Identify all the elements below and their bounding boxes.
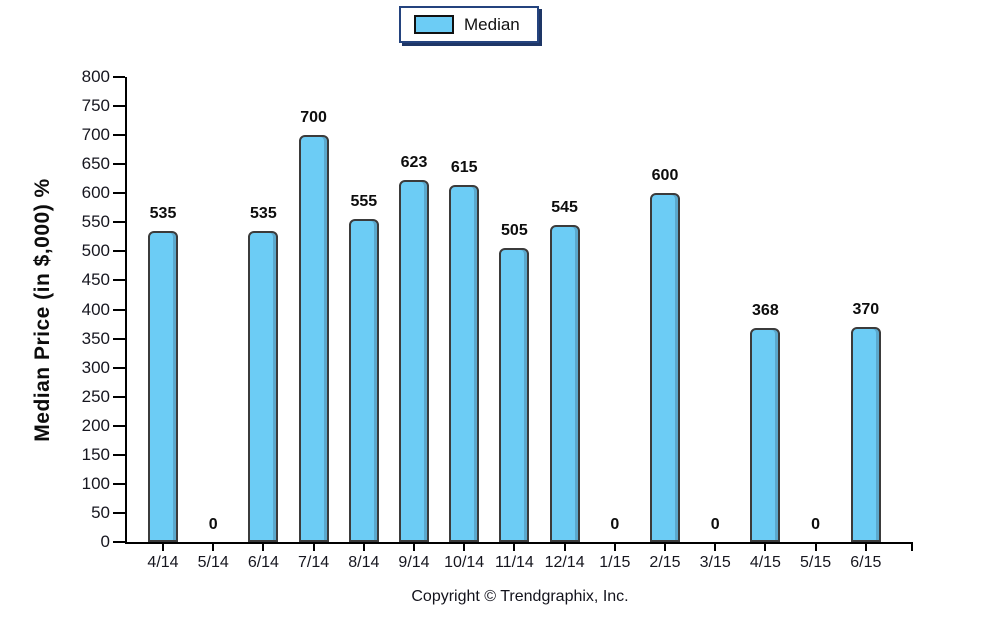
y-axis-tick-label: 550 (81, 212, 110, 232)
x-axis-tick-label: 9/14 (398, 554, 430, 571)
y-axis-tick (113, 163, 125, 166)
y-axis-tick-label: 350 (81, 328, 110, 348)
bar-value-label-3/15: 0 (710, 516, 720, 533)
legend: Median (399, 6, 539, 43)
x-axis-tick-label: 8/14 (348, 554, 380, 571)
bar-9/14 (399, 180, 429, 542)
y-axis-tick-label: 50 (91, 502, 110, 522)
bar-value-label-5/15: 0 (811, 516, 821, 533)
bar-4/15 (750, 328, 781, 542)
x-axis-tick (864, 544, 867, 551)
y-axis-tick (113, 541, 125, 543)
y-axis-tick (113, 511, 125, 514)
bar-6/15 (850, 327, 881, 542)
y-axis-tick (113, 424, 125, 427)
x-axis-line (125, 542, 913, 544)
bar-value-label-11/14: 505 (501, 222, 528, 239)
x-axis-tick-label: 3/15 (699, 554, 731, 571)
y-axis-tick-label: 300 (81, 357, 110, 377)
bar-2/15 (650, 193, 680, 542)
x-axis-tick-label: 4/15 (749, 554, 781, 571)
bar-value-label-12/14: 545 (551, 199, 578, 216)
bar-value-label-8/14: 555 (350, 193, 378, 210)
bar-value-label-5/14: 0 (208, 516, 218, 533)
x-axis-tick (613, 544, 616, 551)
y-axis-tick (113, 134, 125, 137)
y-axis-tick (113, 105, 125, 108)
y-axis-tick (113, 337, 125, 340)
legend-swatch-median (414, 15, 454, 34)
copyright-text: Copyright © Trendgraphix, Inc. (411, 588, 629, 605)
bar-value-label-1/15: 0 (610, 516, 620, 533)
y-axis-tick-label: 400 (81, 299, 110, 319)
x-axis-end-tick (911, 544, 913, 551)
x-axis-tick-label: 6/14 (247, 554, 279, 571)
y-axis-tick (113, 192, 125, 195)
y-axis-tick (113, 279, 125, 282)
x-axis-tick-label: 11/14 (494, 554, 534, 571)
y-axis-tick-label: 0 (100, 532, 110, 551)
x-axis-tick-label: 5/14 (197, 554, 229, 571)
x-axis-tick-label: 1/15 (599, 554, 631, 571)
bar-7/14 (298, 135, 329, 542)
x-axis-tick (212, 544, 215, 551)
y-axis-tick (113, 482, 125, 485)
x-axis-tick (463, 544, 466, 551)
y-axis-tick-label: 500 (81, 241, 110, 261)
y-axis-tick-label: 800 (81, 67, 110, 86)
y-axis-line (125, 77, 127, 544)
x-axis-tick (513, 544, 516, 551)
bar-value-label-6/15: 370 (852, 301, 880, 318)
bar-8/14 (348, 219, 379, 542)
bar-4/14 (148, 231, 178, 542)
x-axis-tick-label: 5/15 (800, 554, 832, 571)
x-axis-tick (413, 544, 415, 551)
y-axis-tick (113, 395, 125, 398)
x-axis-tick (764, 544, 767, 551)
bar-11/14 (499, 248, 530, 542)
bar-value-label-9/14: 623 (400, 154, 428, 171)
y-axis-tick-label: 750 (81, 96, 110, 116)
x-axis-tick (262, 544, 265, 551)
bar-12/14 (549, 225, 580, 542)
bar-10/14 (449, 185, 480, 542)
x-axis-tick-label: 7/14 (298, 554, 330, 571)
legend-label-median: Median (464, 14, 520, 34)
y-axis-tick (113, 453, 125, 456)
x-axis-tick (714, 544, 717, 551)
x-axis-tick (312, 544, 315, 551)
x-axis-tick (664, 544, 666, 551)
bar-value-label-6/14: 535 (250, 205, 277, 222)
bar-value-label-4/14: 535 (149, 205, 177, 222)
y-axis-tick-label: 200 (81, 415, 110, 435)
y-axis-tick-label: 450 (81, 270, 110, 290)
x-axis-tick-label: 4/14 (147, 554, 179, 571)
x-axis-tick-label: 6/15 (850, 554, 882, 571)
x-axis-tick-label: 12/14 (544, 554, 585, 571)
y-axis-tick (113, 366, 125, 369)
x-axis-tick (162, 544, 164, 551)
bar-value-label-7/14: 700 (300, 109, 327, 126)
x-axis-tick (563, 544, 566, 551)
y-axis-tick (113, 250, 125, 253)
y-axis-tick-label: 700 (81, 125, 110, 145)
y-axis-tick-label: 650 (81, 154, 110, 174)
y-axis-tick-label: 250 (81, 386, 110, 406)
bar-value-label-2/15: 600 (651, 167, 679, 184)
x-axis-tick-label: 2/15 (649, 554, 681, 571)
y-axis-tick (113, 221, 125, 224)
y-axis-tick-label: 100 (81, 473, 110, 493)
y-axis-tick-label: 150 (81, 444, 110, 464)
x-axis-tick (814, 544, 817, 551)
bar-value-label-10/14: 615 (450, 159, 478, 176)
x-axis-tick (362, 544, 365, 551)
y-axis-tick (113, 308, 125, 311)
bar-value-label-4/15: 368 (752, 302, 779, 319)
y-axis-tick (113, 76, 125, 78)
y-axis-tick-label: 600 (81, 183, 110, 203)
x-axis-tick-label: 10/14 (444, 554, 485, 571)
bar-6/14 (248, 231, 279, 542)
